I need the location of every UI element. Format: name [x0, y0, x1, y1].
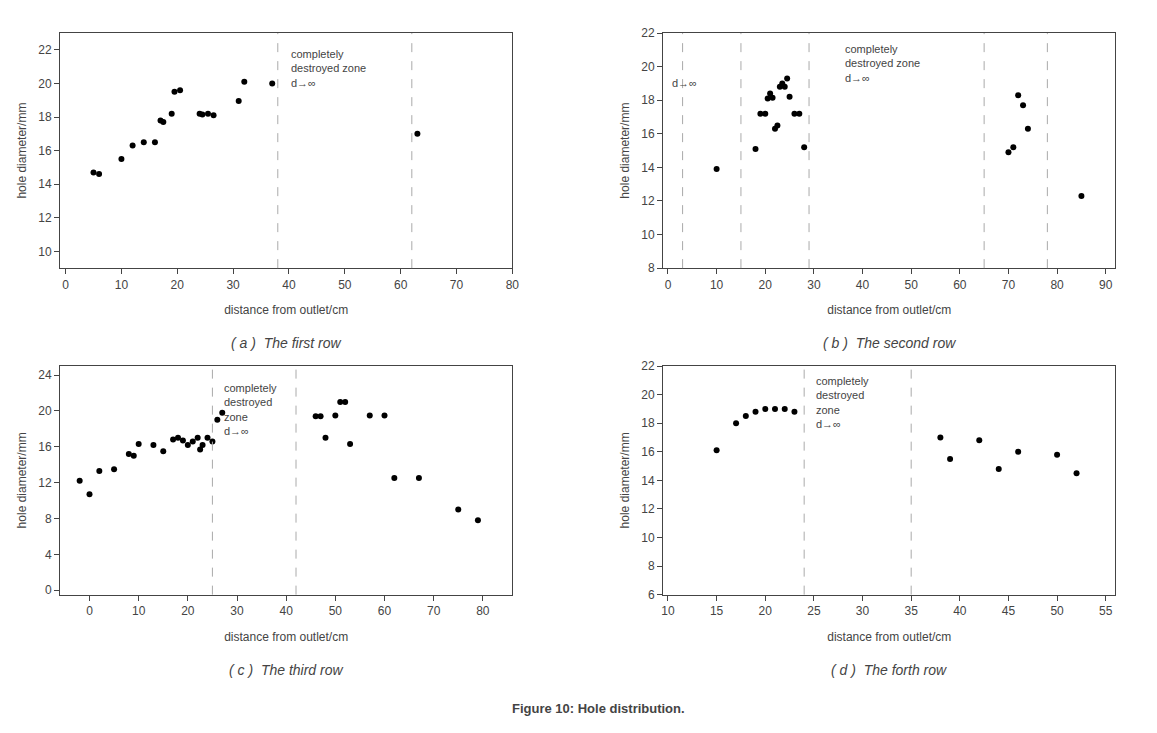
svg-text:70: 70 — [1002, 278, 1016, 292]
svg-text:10: 10 — [661, 604, 675, 618]
svg-text:20: 20 — [171, 278, 185, 292]
svg-text:60: 60 — [953, 278, 967, 292]
svg-text:10: 10 — [132, 604, 146, 618]
svg-text:( c ) The third row: ( c ) The third row — [229, 662, 343, 678]
svg-text:40: 40 — [279, 604, 293, 618]
svg-text:20: 20 — [181, 604, 195, 618]
svg-text:10: 10 — [710, 278, 724, 292]
svg-text:16: 16 — [38, 144, 52, 158]
svg-text:( b ) The second row: ( b ) The second row — [823, 335, 956, 351]
svg-text:60: 60 — [394, 278, 408, 292]
svg-text:16: 16 — [641, 127, 655, 141]
svg-text:20: 20 — [38, 404, 52, 418]
svg-text:80: 80 — [476, 604, 490, 618]
svg-text:14: 14 — [641, 474, 655, 488]
svg-text:45: 45 — [1002, 604, 1016, 618]
svg-text:50: 50 — [1050, 604, 1064, 618]
svg-text:70: 70 — [450, 278, 464, 292]
svg-text:18: 18 — [641, 416, 655, 430]
svg-text:( d ) The forth row: ( d ) The forth row — [831, 662, 947, 678]
svg-text:0: 0 — [665, 278, 672, 292]
svg-text:50: 50 — [905, 278, 919, 292]
svg-text:12: 12 — [38, 211, 52, 225]
svg-text:d→∞: d→∞ — [672, 77, 697, 89]
svg-text:12: 12 — [641, 502, 655, 516]
svg-text:22: 22 — [38, 43, 52, 57]
svg-text:18: 18 — [641, 93, 655, 107]
svg-text:22: 22 — [641, 26, 655, 40]
svg-text:35: 35 — [905, 604, 919, 618]
svg-text:hole diameter/mm: hole diameter/mm — [618, 432, 632, 528]
svg-text:0: 0 — [86, 604, 93, 618]
svg-text:( a ) The first row: ( a ) The first row — [231, 335, 342, 351]
svg-text:80: 80 — [1050, 278, 1064, 292]
svg-text:30: 30 — [226, 278, 240, 292]
svg-text:completelydestroyedzoned→∞: completelydestroyedzoned→∞ — [224, 382, 277, 437]
svg-text:16: 16 — [38, 440, 52, 454]
svg-text:20: 20 — [759, 278, 773, 292]
svg-text:completelydestroyedzoned→∞: completelydestroyedzoned→∞ — [816, 375, 869, 430]
svg-text:14: 14 — [641, 161, 655, 175]
svg-text:6: 6 — [648, 588, 655, 602]
svg-text:distance from outlet/cm: distance from outlet/cm — [224, 630, 348, 644]
svg-text:14: 14 — [38, 177, 52, 191]
svg-text:10: 10 — [641, 531, 655, 545]
svg-text:distance from outlet/cm: distance from outlet/cm — [827, 303, 951, 317]
svg-text:distance from outlet/cm: distance from outlet/cm — [224, 303, 348, 317]
svg-text:12: 12 — [641, 194, 655, 208]
svg-text:50: 50 — [329, 604, 343, 618]
svg-text:8: 8 — [648, 261, 655, 275]
svg-text:55: 55 — [1099, 604, 1113, 618]
svg-text:20: 20 — [759, 604, 773, 618]
svg-text:completelydestroyed zoned→∞: completelydestroyed zoned→∞ — [291, 48, 366, 89]
svg-text:24: 24 — [38, 368, 52, 382]
svg-text:40: 40 — [953, 604, 967, 618]
svg-text:15: 15 — [710, 604, 724, 618]
svg-text:60: 60 — [378, 604, 392, 618]
svg-text:hole diameter/mm: hole diameter/mm — [618, 103, 632, 199]
svg-text:70: 70 — [427, 604, 441, 618]
svg-text:20: 20 — [641, 388, 655, 402]
svg-text:Figure 10: Hole distribution.: Figure 10: Hole distribution. — [512, 701, 685, 716]
svg-text:80: 80 — [506, 278, 520, 292]
svg-text:30: 30 — [230, 604, 244, 618]
svg-text:0: 0 — [45, 583, 52, 597]
svg-text:30: 30 — [856, 604, 870, 618]
svg-text:10: 10 — [641, 228, 655, 242]
svg-text:completelydestroyed zoned→∞: completelydestroyed zoned→∞ — [845, 43, 920, 84]
svg-text:8: 8 — [648, 559, 655, 573]
svg-text:20: 20 — [38, 77, 52, 91]
svg-text:90: 90 — [1099, 278, 1113, 292]
svg-text:40: 40 — [282, 278, 296, 292]
svg-text:25: 25 — [807, 604, 821, 618]
svg-text:18: 18 — [38, 110, 52, 124]
svg-text:40: 40 — [856, 278, 870, 292]
svg-text:50: 50 — [338, 278, 352, 292]
svg-text:16: 16 — [641, 445, 655, 459]
svg-text:distance from outlet/cm: distance from outlet/cm — [827, 630, 951, 644]
svg-text:10: 10 — [115, 278, 129, 292]
svg-text:8: 8 — [45, 512, 52, 526]
svg-text:hole diameter/mm: hole diameter/mm — [15, 103, 29, 199]
svg-text:12: 12 — [38, 476, 52, 490]
svg-text:4: 4 — [45, 548, 52, 562]
svg-text:22: 22 — [641, 359, 655, 373]
svg-text:30: 30 — [807, 278, 821, 292]
svg-text:hole diameter/mm: hole diameter/mm — [15, 432, 29, 528]
svg-text:10: 10 — [38, 245, 52, 259]
svg-text:20: 20 — [641, 60, 655, 74]
svg-text:0: 0 — [62, 278, 69, 292]
